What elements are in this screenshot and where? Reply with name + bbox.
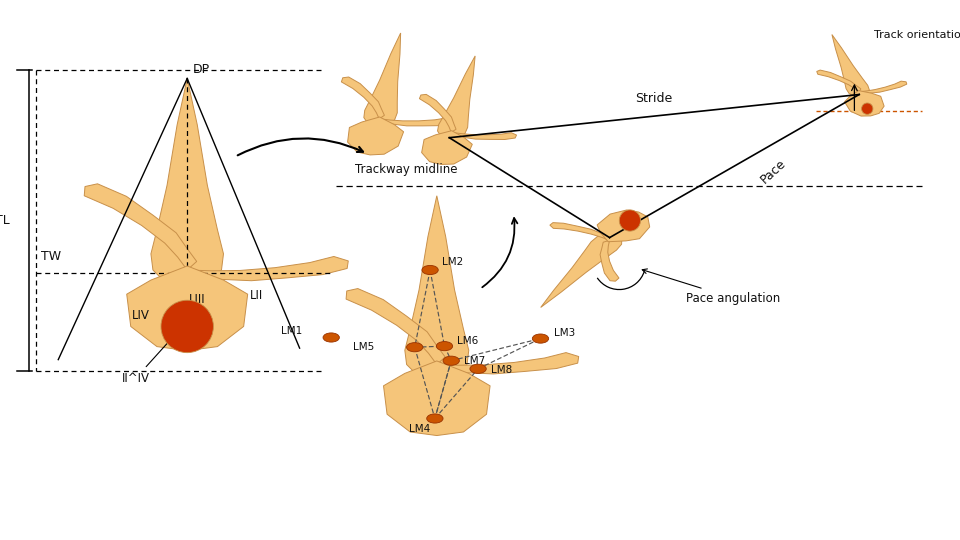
Text: Track orientation: Track orientation	[874, 30, 960, 40]
Polygon shape	[151, 78, 224, 280]
Text: LM4: LM4	[409, 424, 430, 434]
Ellipse shape	[161, 300, 213, 353]
Text: Pace angulation: Pace angulation	[642, 269, 780, 305]
Polygon shape	[379, 118, 452, 126]
Polygon shape	[342, 77, 384, 119]
Polygon shape	[84, 184, 197, 270]
Polygon shape	[550, 222, 610, 240]
Polygon shape	[832, 35, 870, 96]
Text: Pace: Pace	[758, 157, 789, 186]
Polygon shape	[438, 56, 475, 137]
Ellipse shape	[619, 210, 640, 231]
Text: LM8: LM8	[491, 366, 512, 375]
Circle shape	[443, 356, 460, 366]
Text: LIII: LIII	[189, 293, 205, 306]
Text: LIV: LIV	[132, 309, 150, 322]
Circle shape	[406, 343, 423, 352]
Polygon shape	[597, 210, 650, 242]
Polygon shape	[845, 91, 884, 116]
Circle shape	[421, 266, 438, 274]
Text: TW: TW	[41, 250, 61, 263]
Polygon shape	[600, 240, 619, 281]
Text: II^IV: II^IV	[122, 335, 175, 384]
Polygon shape	[540, 234, 622, 307]
Polygon shape	[437, 353, 579, 374]
Polygon shape	[405, 196, 468, 373]
Polygon shape	[859, 81, 907, 94]
Polygon shape	[347, 288, 445, 364]
Text: LM1: LM1	[281, 326, 302, 336]
Polygon shape	[187, 256, 348, 281]
Text: LM3: LM3	[554, 328, 575, 338]
Text: LII: LII	[250, 289, 263, 302]
Polygon shape	[127, 266, 248, 350]
Polygon shape	[364, 33, 400, 124]
Circle shape	[426, 414, 444, 423]
Text: Trackway midline: Trackway midline	[355, 163, 458, 176]
Text: LM7: LM7	[464, 356, 485, 366]
Text: LM6: LM6	[457, 336, 478, 346]
Circle shape	[323, 333, 340, 342]
Circle shape	[532, 334, 548, 343]
Circle shape	[436, 341, 453, 351]
Polygon shape	[384, 361, 491, 436]
Circle shape	[469, 364, 486, 374]
Text: LM2: LM2	[442, 258, 463, 267]
Text: DP: DP	[193, 63, 210, 76]
Text: Stride: Stride	[636, 92, 673, 105]
Polygon shape	[451, 132, 516, 139]
Polygon shape	[421, 131, 472, 165]
Polygon shape	[420, 94, 456, 132]
Ellipse shape	[861, 103, 873, 114]
Polygon shape	[348, 117, 403, 155]
Text: LM5: LM5	[353, 342, 374, 352]
Polygon shape	[817, 70, 861, 92]
Text: TL: TL	[0, 214, 10, 227]
